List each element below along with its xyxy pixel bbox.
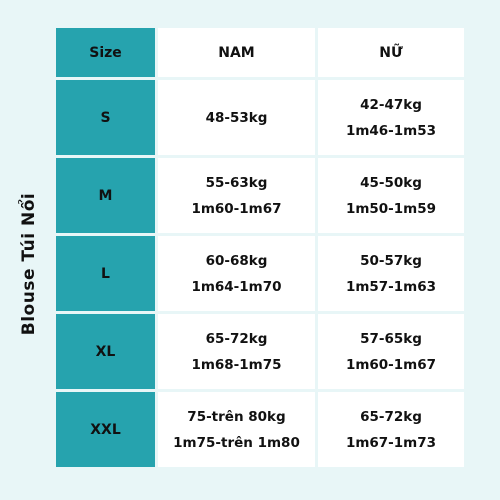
nu-s-height: 1m46-1m53 <box>345 122 437 139</box>
nam-s: 48-53kg <box>158 80 318 158</box>
size-s: S <box>56 80 158 158</box>
size-chart-table: Size NAM NỮ S 48-53kg 42-47kg 1m46-1m53 … <box>56 28 464 472</box>
nu-s: 42-47kg 1m46-1m53 <box>318 80 464 158</box>
nam-l-weight: 60-68kg <box>205 252 268 269</box>
nam-xl-weight: 65-72kg <box>205 330 268 347</box>
nam-xxl-height: 1m75-trên 1m80 <box>173 434 300 451</box>
nu-l-height: 1m57-1m63 <box>345 278 437 295</box>
nu-xxl-weight: 65-72kg <box>360 408 422 425</box>
nam-m-height: 1m60-1m67 <box>191 200 282 217</box>
nu-m-height: 1m50-1m59 <box>345 200 437 217</box>
size-xxl: XXL <box>56 392 158 470</box>
nu-l: 50-57kg 1m57-1m63 <box>318 236 464 314</box>
side-title: Blouse Túi Nổi <box>14 58 44 470</box>
nu-m-weight: 45-50kg <box>360 174 422 191</box>
nam-xxl-weight: 75-trên 80kg <box>187 408 286 425</box>
nu-xl: 57-65kg 1m60-1m67 <box>318 314 464 392</box>
nam-m: 55-63kg 1m60-1m67 <box>158 158 318 236</box>
nu-l-weight: 50-57kg <box>360 252 422 269</box>
nam-xxl: 75-trên 80kg 1m75-trên 1m80 <box>158 392 318 470</box>
nu-m: 45-50kg 1m50-1m59 <box>318 158 464 236</box>
nam-xl-height: 1m68-1m75 <box>191 356 282 373</box>
size-m: M <box>56 158 158 236</box>
nu-xxl-height: 1m67-1m73 <box>345 434 437 451</box>
nam-s-weight: 48-53kg <box>205 109 268 126</box>
nu-s-weight: 42-47kg <box>360 96 422 113</box>
header-nam: NAM <box>158 28 318 80</box>
nam-m-weight: 55-63kg <box>205 174 268 191</box>
nam-l-height: 1m64-1m70 <box>191 278 282 295</box>
size-xl: XL <box>56 314 158 392</box>
nu-xl-weight: 57-65kg <box>360 330 422 347</box>
header-nu: NỮ <box>318 28 464 80</box>
nam-xl: 65-72kg 1m68-1m75 <box>158 314 318 392</box>
side-title-text: Blouse Túi Nổi <box>19 192 40 336</box>
nu-xl-height: 1m60-1m67 <box>345 356 437 373</box>
header-size: Size <box>56 28 158 80</box>
nam-l: 60-68kg 1m64-1m70 <box>158 236 318 314</box>
nu-xxl: 65-72kg 1m67-1m73 <box>318 392 464 470</box>
size-l: L <box>56 236 158 314</box>
